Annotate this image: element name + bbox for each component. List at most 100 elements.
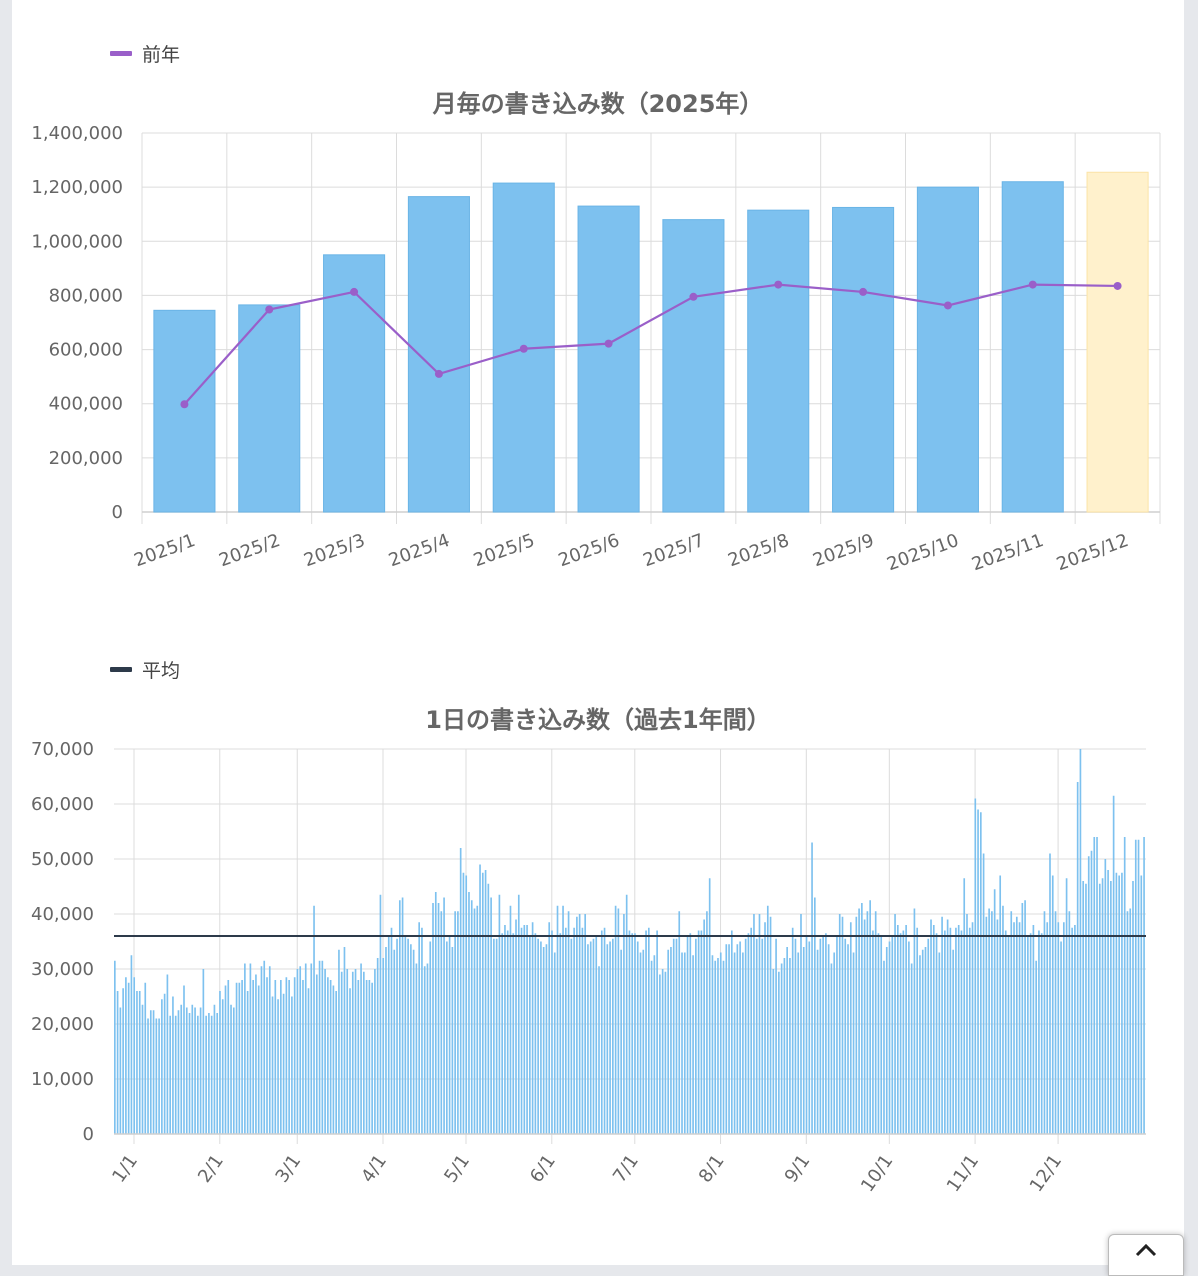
daily-bar — [935, 933, 938, 1134]
daily-bar — [343, 947, 346, 1134]
daily-bar — [1132, 881, 1134, 1134]
daily-bar — [811, 842, 813, 1134]
daily-bar — [1115, 872, 1118, 1134]
daily-bar — [916, 927, 919, 1134]
daily-bar — [235, 982, 238, 1134]
daily-bar — [620, 949, 622, 1134]
prev-year-point-2025/2 — [265, 305, 274, 314]
daily-bar — [125, 977, 127, 1134]
daily-bar — [587, 944, 589, 1134]
daily-bar — [166, 974, 169, 1134]
daily-bar — [440, 911, 443, 1134]
daily-bar — [517, 894, 520, 1134]
daily-bar — [387, 936, 390, 1134]
bar-2025/3 — [323, 254, 386, 513]
daily-bar — [299, 966, 302, 1134]
y-tick-label: 0 — [83, 1124, 94, 1145]
daily-bar — [753, 914, 755, 1134]
monthly-legend[interactable]: 前年 — [110, 40, 180, 67]
daily-bar — [470, 900, 473, 1134]
x-tick-label: 1/1 — [108, 1151, 142, 1187]
daily-bar — [498, 894, 501, 1134]
daily-bar — [465, 875, 468, 1134]
daily-bar — [208, 1013, 210, 1134]
daily-bar — [138, 991, 141, 1134]
daily-bar — [1024, 900, 1026, 1134]
daily-bar — [736, 944, 739, 1134]
daily-bar — [952, 949, 954, 1134]
daily-bar — [672, 938, 675, 1134]
daily-bar — [623, 914, 625, 1134]
daily-bar — [487, 883, 490, 1134]
daily-bar — [133, 977, 136, 1134]
daily-bar — [1093, 837, 1096, 1134]
daily-bar — [268, 966, 271, 1134]
y-tick-label: 10,000 — [31, 1069, 94, 1090]
daily-bar — [246, 991, 249, 1134]
daily-bar — [971, 922, 974, 1134]
daily-bar — [540, 941, 542, 1134]
daily-bar — [742, 952, 744, 1134]
daily-bar — [1087, 856, 1090, 1134]
daily-bar — [728, 944, 730, 1134]
daily-bar — [908, 941, 910, 1134]
daily-bar — [764, 922, 766, 1134]
daily-bar — [653, 955, 656, 1134]
daily-bar — [401, 897, 404, 1134]
daily-bar — [714, 960, 717, 1134]
daily-bar — [800, 914, 802, 1134]
x-tick-label: 10/1 — [857, 1151, 897, 1196]
daily-bar — [631, 933, 634, 1134]
x-tick-label: 6/1 — [526, 1151, 560, 1187]
daily-bar — [1049, 853, 1051, 1134]
daily-bar — [689, 933, 692, 1134]
daily-bar — [382, 958, 385, 1134]
x-tick-label: 12/1 — [1026, 1151, 1066, 1196]
prev-year-point-2025/5 — [519, 344, 528, 353]
daily-bar — [783, 958, 786, 1134]
daily-bar — [706, 911, 708, 1134]
daily-bar — [238, 982, 241, 1134]
daily-bar — [872, 930, 874, 1134]
daily-bar — [670, 947, 672, 1134]
daily-bar — [598, 966, 600, 1134]
daily-bar — [232, 1007, 235, 1134]
daily-bar — [968, 927, 971, 1134]
daily-bar — [161, 999, 163, 1134]
y-tick-label: 1,400,000 — [31, 123, 123, 144]
daily-bar — [883, 960, 885, 1134]
bar-2025/2 — [238, 304, 301, 513]
daily-bar — [398, 900, 401, 1134]
daily-bar — [1121, 872, 1123, 1134]
daily-bar — [645, 930, 647, 1134]
daily-bar — [127, 982, 130, 1134]
daily-bar — [504, 925, 506, 1134]
daily-bar — [974, 798, 977, 1134]
daily-bar — [711, 955, 714, 1134]
y-tick-label: 800,000 — [49, 285, 123, 306]
daily-bar — [791, 927, 794, 1134]
daily-bar — [681, 952, 683, 1134]
daily-bar — [390, 927, 393, 1134]
daily-bar — [473, 908, 476, 1134]
scroll-to-top-button[interactable] — [1108, 1234, 1184, 1276]
y-tick-label: 30,000 — [31, 959, 94, 980]
daily-bar — [855, 916, 858, 1134]
daily-bar — [1015, 916, 1018, 1134]
daily-bar — [919, 955, 921, 1134]
daily-bar — [340, 971, 343, 1134]
daily-legend[interactable]: 平均 — [110, 656, 180, 683]
daily-bar — [534, 933, 537, 1134]
x-tick-label: 5/1 — [440, 1151, 474, 1187]
daily-bar — [418, 922, 421, 1134]
daily-bar — [775, 938, 777, 1134]
daily-bar — [114, 960, 116, 1134]
daily-bar — [169, 1015, 171, 1134]
daily-bar — [149, 1010, 152, 1134]
daily-bar — [199, 1007, 202, 1134]
daily-bar — [730, 930, 733, 1134]
daily-bar — [1112, 795, 1115, 1134]
daily-bar — [1101, 878, 1104, 1134]
daily-bar — [996, 919, 999, 1134]
daily-bar — [1065, 878, 1068, 1134]
